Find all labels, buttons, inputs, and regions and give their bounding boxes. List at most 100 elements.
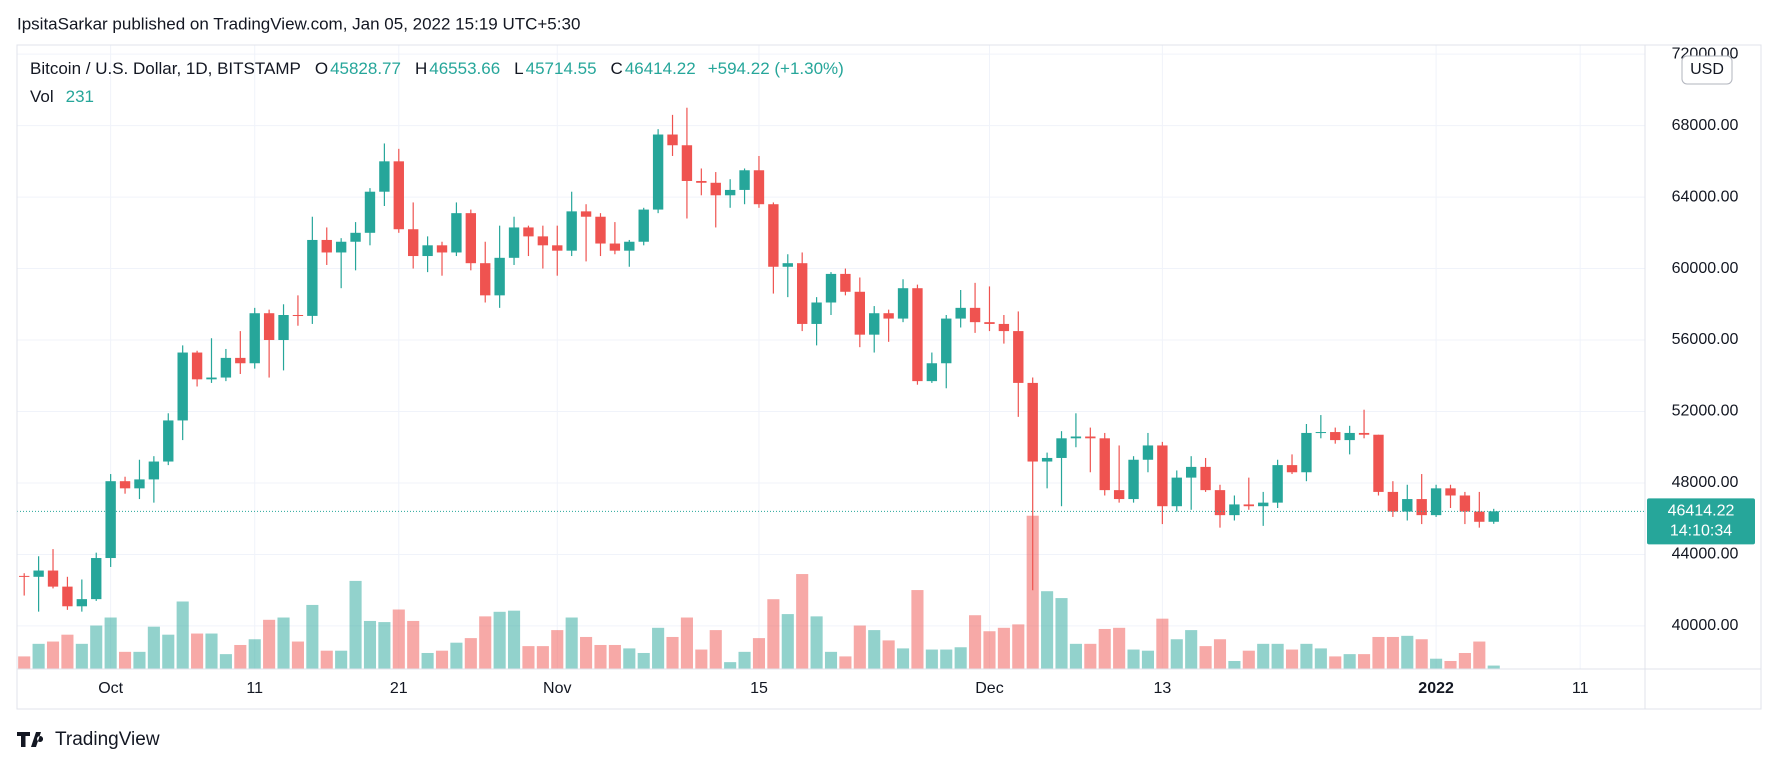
currency[interactable]: USD [1690,61,1724,78]
volume-bar [824,651,838,669]
y-tick-label: 52000.00 [1672,403,1739,420]
candle-body [148,461,160,480]
x-tick-label: 13 [1153,680,1171,697]
y-tick-label: 60000.00 [1672,260,1739,277]
candle-body [1258,502,1269,507]
candle-body [1171,477,1182,507]
y-tick-label: 68000.00 [1672,117,1739,134]
volume-bar [1170,639,1183,669]
candle-body [1013,331,1024,383]
volume-bar [1430,658,1443,669]
volume-bar [363,620,377,669]
volume-bar [162,634,175,669]
candle-body [1430,488,1442,516]
volume-bar [810,616,823,669]
candle-body [912,288,923,382]
candle-body [134,479,145,489]
volume-bar [1257,643,1270,669]
ohlc-letter: L [514,59,523,78]
volume-bar [1300,643,1313,669]
candle-body [580,211,592,217]
frame [16,44,1762,710]
candle-body [191,352,203,380]
volume-bar [32,643,45,669]
candle-body [998,323,1010,332]
candle-body [1056,438,1067,458]
volume-bar [767,599,780,669]
volume-bar [666,636,679,669]
candle-body [854,291,866,335]
candle-body [667,134,678,146]
volume-bar [1372,636,1385,669]
candle-body [62,586,73,607]
candle-body [350,232,361,242]
candle-body [897,288,909,319]
x-tick-label: Nov [543,680,571,697]
candle-body [1214,490,1226,516]
y-tick-label: 44000.00 [1672,546,1739,563]
volume-bar [104,617,117,669]
candle-body [1488,511,1499,522]
x-tick-label: 15 [750,680,768,697]
candle-body [1113,490,1125,500]
volume-bar [1285,649,1299,669]
candle-body [840,273,851,292]
volume-bar [1401,635,1414,669]
candle-body [1416,499,1427,516]
y-tick-label: 48000.00 [1672,474,1739,491]
price-axis: 40000.00 44000.00 48000.00 52000.00 56000.00… [1672,45,1739,634]
candle-body [480,263,491,296]
volume-bar [1271,643,1284,669]
volume-bar [1055,598,1068,669]
volume-bar [219,654,232,669]
candle-body [335,241,347,253]
candle-body [710,182,721,196]
volume-bar [435,650,449,669]
candle-body [984,322,995,324]
candle-body [1358,432,1370,435]
volume-bar [997,627,1010,669]
volume-bar [119,651,132,669]
candle-body [1185,466,1197,478]
candle-body [638,209,649,242]
volume-bar [176,601,189,669]
candle-body [263,313,275,341]
candle-body [91,558,102,600]
volume-bar [580,636,593,669]
symbol-title: Bitcoin / U.S. Dollar, 1D, BITSTAMP [30,59,301,78]
volume-bar [1444,660,1457,669]
candle-body [105,481,116,559]
candle-body [508,227,520,258]
x-tick-label: Oct [98,680,123,697]
candle-body [1286,465,1298,473]
x-tick-label: 2022 [1418,680,1454,697]
candle-body [825,273,837,303]
grid [17,45,1645,669]
volume-bar [839,656,852,669]
legend: Bitcoin / U.S. Dollar, 1D, BITSTAMP O 4582… [30,59,844,78]
candle-body [696,180,707,183]
volume-bar [1113,627,1126,669]
candle-body [436,245,448,253]
volume-bar [623,648,636,669]
volume-bar [652,627,665,669]
volume-bar [724,662,737,669]
volume-bar [234,644,247,669]
price-pane [17,107,1645,612]
candle-body [33,570,44,577]
candle-body [19,575,30,577]
volume-bar [608,644,621,669]
candle-body [451,213,462,253]
volume-bar [335,650,348,669]
candle-body [883,313,894,319]
volume-bar [407,620,420,669]
candle-body [869,313,880,335]
currency-button[interactable] [1681,55,1733,85]
candle-body [941,318,952,364]
candle-body [206,377,217,380]
volume-bar [392,609,405,669]
candle-body [1474,511,1485,522]
candle-body [753,170,765,205]
candle-body [739,170,750,190]
volume-bar [954,647,967,669]
